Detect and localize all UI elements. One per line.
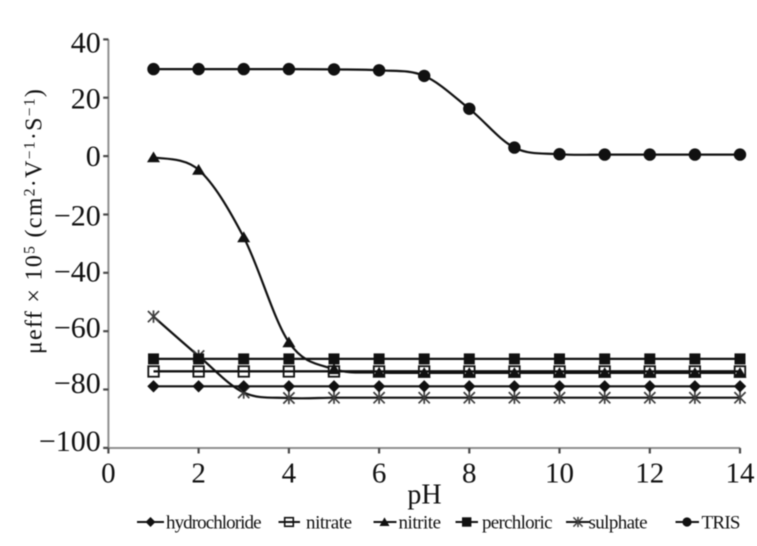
svg-text:hydrochloride: hydrochloride xyxy=(166,513,262,534)
svg-text:10: 10 xyxy=(545,458,574,490)
svg-text:−60: −60 xyxy=(54,312,101,345)
svg-text:6: 6 xyxy=(372,458,387,490)
svg-text:0: 0 xyxy=(101,458,116,490)
svg-text:−20: −20 xyxy=(54,200,101,233)
svg-text:μeff × 105 (cm2·V−1·S−1): μeff × 105 (cm2·V−1·S−1) xyxy=(22,88,48,354)
svg-text:4: 4 xyxy=(282,458,297,490)
svg-text:nitrite: nitrite xyxy=(399,513,442,534)
svg-text:0: 0 xyxy=(86,140,101,173)
svg-text:pH: pH xyxy=(407,480,441,511)
svg-text:40: 40 xyxy=(71,26,101,59)
svg-text:perchloric: perchloric xyxy=(482,513,553,534)
svg-text:−100: −100 xyxy=(39,425,101,458)
svg-text:12: 12 xyxy=(635,458,664,490)
svg-text:2: 2 xyxy=(191,458,206,490)
svg-text:TRIS: TRIS xyxy=(702,513,741,534)
svg-text:8: 8 xyxy=(462,458,477,490)
svg-text:−80: −80 xyxy=(54,367,101,400)
svg-text:sulphate: sulphate xyxy=(589,513,648,534)
svg-text:nitrate: nitrate xyxy=(306,513,352,534)
svg-text:14: 14 xyxy=(726,458,756,490)
svg-text:−40: −40 xyxy=(54,255,101,288)
svg-text:20: 20 xyxy=(71,83,101,116)
